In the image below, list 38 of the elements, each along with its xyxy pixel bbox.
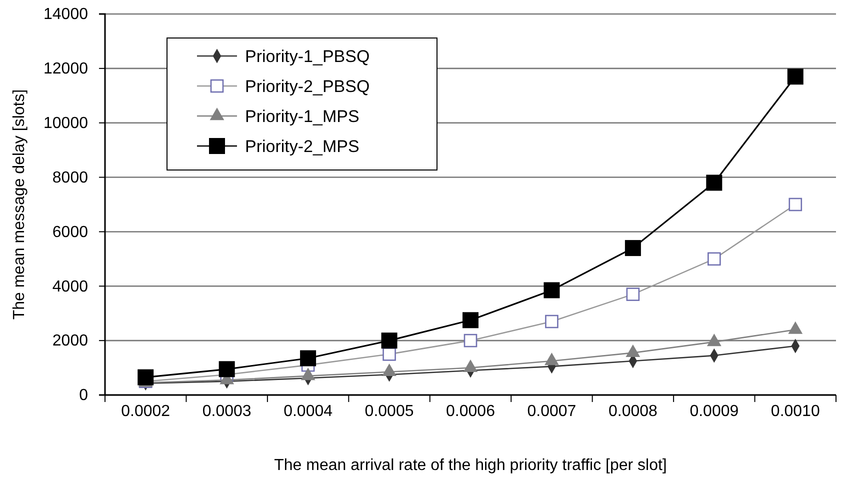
x-tick-label: 0.0005 [364,403,414,420]
y-tick-label: 8000 [52,169,88,186]
legend-label: Priority-2_MPS [245,137,360,156]
x-tick-label: 0.0006 [446,403,496,420]
y-tick-label: 12000 [44,60,88,78]
x-tick-label: 0.0002 [121,403,170,420]
y-tick-label: 14000 [44,6,88,24]
legend-label: Priority-1_PBSQ [245,47,370,66]
y-tick-label: 6000 [52,224,88,241]
y-tick-label: 10000 [44,114,88,132]
point [626,288,640,301]
legend-label: Priority-2_PBSQ [245,77,370,96]
x-tick-label: 0.0003 [202,403,252,420]
point [545,314,558,328]
point [464,334,478,348]
x-tick-label: 0.0010 [770,403,820,420]
y-axis-title: The mean message delay [slots] [11,89,28,320]
point [138,369,154,386]
x-tick-label: 0.0007 [527,403,576,420]
point [382,348,396,361]
y-tick-label: 4000 [52,278,88,296]
x-tick-label: 0.0009 [690,403,739,420]
point [300,350,316,366]
point [218,361,235,378]
x-tick-label: 0.0008 [608,403,658,420]
point [706,174,722,191]
point [462,312,478,328]
point [624,240,641,256]
x-axis-title: The mean arrival rate of the high priority traffic [per slot] [274,457,667,474]
legend-label: Priority-1_MPS [245,107,360,126]
y-tick-label: 0 [79,387,88,404]
y-tick-label: 2000 [52,332,88,350]
point [788,198,802,212]
point [708,252,721,266]
point [544,282,560,298]
point [381,332,398,349]
point [787,68,804,85]
x-tick-label: 0.0004 [284,403,333,420]
